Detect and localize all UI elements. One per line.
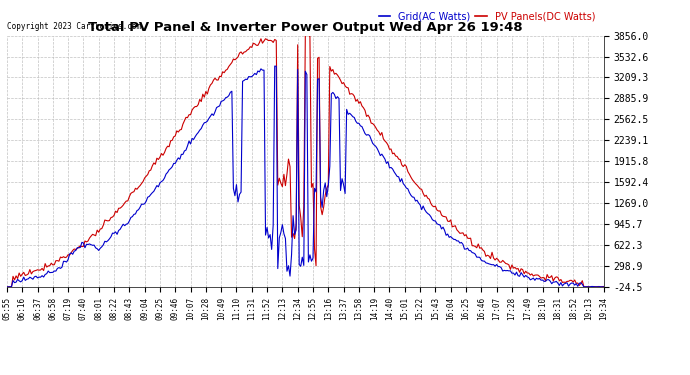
Legend: Grid(AC Watts), PV Panels(DC Watts): Grid(AC Watts), PV Panels(DC Watts) xyxy=(375,8,599,26)
Text: Copyright 2023 Cartronics.com: Copyright 2023 Cartronics.com xyxy=(7,22,141,31)
Title: Total PV Panel & Inverter Power Output Wed Apr 26 19:48: Total PV Panel & Inverter Power Output W… xyxy=(88,21,522,34)
